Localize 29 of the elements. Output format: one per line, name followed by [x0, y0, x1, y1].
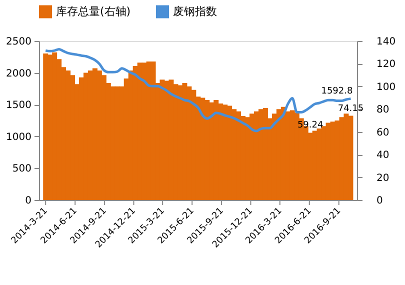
- y2-tick-label: 120: [376, 59, 396, 70]
- y2-tick-label: 80: [376, 104, 390, 116]
- y2-tick-label: 60: [376, 127, 390, 138]
- data-label: 1592.8: [321, 86, 353, 97]
- y-tick-label: 2000: [6, 68, 32, 80]
- bar: [312, 130, 318, 200]
- y2-tick-label: 20: [376, 172, 390, 184]
- bar: [326, 122, 331, 200]
- y2-tick-label: 40: [376, 150, 390, 162]
- y-tick-label: 0: [25, 196, 32, 206]
- data-label: 74.15: [338, 104, 364, 114]
- bar: [43, 53, 48, 200]
- y-tick-label: 1500: [6, 100, 32, 112]
- bar: [150, 61, 156, 200]
- y2-tick-label: 0: [376, 196, 383, 206]
- bar: [321, 126, 326, 200]
- bar: [339, 117, 344, 200]
- bar: [114, 86, 120, 200]
- y-tick-label: 500: [12, 164, 32, 175]
- y-tick-label: 1000: [6, 132, 32, 143]
- bar: [330, 122, 336, 200]
- y2-tick-label: 100: [376, 82, 396, 93]
- legend-label: 库存总量(右轴): [56, 4, 131, 18]
- legend-label: 废钢指数: [173, 4, 217, 18]
- bar: [83, 72, 88, 200]
- y-tick-label: 2500: [6, 36, 32, 48]
- bar: [110, 86, 116, 200]
- bar: [316, 128, 322, 200]
- y2-tick-label: 140: [376, 36, 396, 48]
